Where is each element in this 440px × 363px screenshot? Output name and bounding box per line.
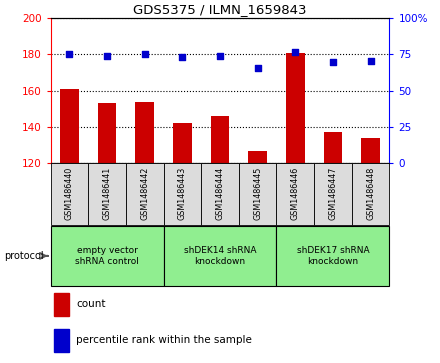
Bar <box>54 329 69 352</box>
Point <box>330 59 337 65</box>
FancyBboxPatch shape <box>88 163 126 225</box>
FancyBboxPatch shape <box>164 226 276 286</box>
Text: GSM1486442: GSM1486442 <box>140 166 149 220</box>
FancyBboxPatch shape <box>51 163 88 225</box>
Text: GSM1486444: GSM1486444 <box>216 166 224 220</box>
Text: GSM1486447: GSM1486447 <box>328 166 337 220</box>
Text: percentile rank within the sample: percentile rank within the sample <box>76 335 252 346</box>
Text: protocol: protocol <box>4 251 44 261</box>
Point <box>66 51 73 57</box>
FancyBboxPatch shape <box>201 163 239 225</box>
Bar <box>286 53 305 163</box>
Text: shDEK17 shRNA
knockdown: shDEK17 shRNA knockdown <box>297 246 369 266</box>
FancyBboxPatch shape <box>352 163 389 225</box>
Bar <box>60 89 79 163</box>
FancyBboxPatch shape <box>276 163 314 225</box>
FancyBboxPatch shape <box>239 163 276 225</box>
FancyBboxPatch shape <box>126 163 164 225</box>
Bar <box>98 103 117 163</box>
Text: GSM1486445: GSM1486445 <box>253 166 262 220</box>
Title: GDS5375 / ILMN_1659843: GDS5375 / ILMN_1659843 <box>133 3 307 16</box>
Point <box>179 54 186 60</box>
Bar <box>248 151 267 163</box>
Text: GSM1486443: GSM1486443 <box>178 166 187 220</box>
Text: GSM1486441: GSM1486441 <box>103 166 112 220</box>
Point <box>367 58 374 64</box>
FancyBboxPatch shape <box>51 226 164 286</box>
Text: empty vector
shRNA control: empty vector shRNA control <box>75 246 139 266</box>
Text: GSM1486440: GSM1486440 <box>65 166 74 220</box>
Text: GSM1486446: GSM1486446 <box>291 166 300 220</box>
Point <box>103 53 110 59</box>
Text: GSM1486448: GSM1486448 <box>366 166 375 220</box>
Bar <box>54 293 69 316</box>
FancyBboxPatch shape <box>276 226 389 286</box>
Point <box>216 53 224 59</box>
Point <box>141 52 148 57</box>
FancyBboxPatch shape <box>164 163 201 225</box>
Text: shDEK14 shRNA
knockdown: shDEK14 shRNA knockdown <box>184 246 256 266</box>
FancyBboxPatch shape <box>314 163 352 225</box>
Bar <box>361 138 380 163</box>
Point <box>292 49 299 55</box>
Text: count: count <box>76 299 106 309</box>
Bar <box>323 132 342 163</box>
Bar <box>136 102 154 163</box>
Bar <box>211 116 229 163</box>
Point <box>254 65 261 70</box>
Bar <box>173 123 192 163</box>
